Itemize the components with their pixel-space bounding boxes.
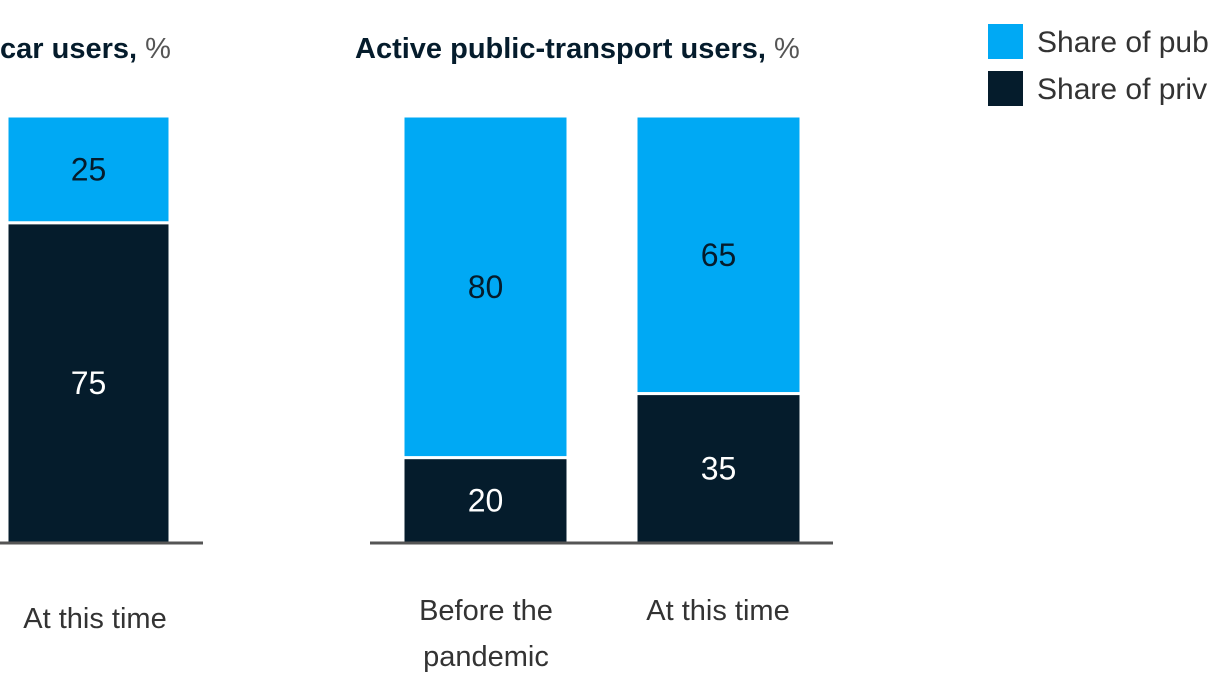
car-users-category-label-1: At this time (23, 603, 166, 635)
legend-label-public: Share of pub (1037, 26, 1209, 59)
public-transport-users-category-label-0: Before the pandemic (419, 595, 553, 673)
public-transport-users-data-label-private-1: 35 (701, 450, 737, 486)
public-transport-users-bar-public-1 (634, 114, 803, 396)
public-transport-users-bar-public-0 (401, 114, 570, 460)
car-users-data-label-public-1: 25 (71, 151, 107, 187)
legend-label-private: Share of priv (1037, 73, 1207, 106)
public-transport-users-category-label-1: At this time (646, 595, 789, 627)
public-transport-users-data-label-public-0: 80 (468, 269, 504, 305)
car-users-bar-private-1 (5, 221, 172, 545)
car-users-bar-public-1 (5, 114, 172, 225)
car-users-data-label-private-1: 75 (71, 365, 107, 401)
car-users-title: car users, % (0, 33, 171, 65)
public-transport-users-title: Active public-transport users, % (355, 33, 800, 65)
legend-swatch-private (988, 71, 1023, 106)
public-transport-users-data-label-private-0: 20 (468, 482, 504, 518)
public-transport-users-data-label-public-1: 65 (701, 237, 737, 273)
public-transport-users-bar-private-1 (634, 392, 803, 545)
legend-swatch-public (988, 24, 1023, 59)
